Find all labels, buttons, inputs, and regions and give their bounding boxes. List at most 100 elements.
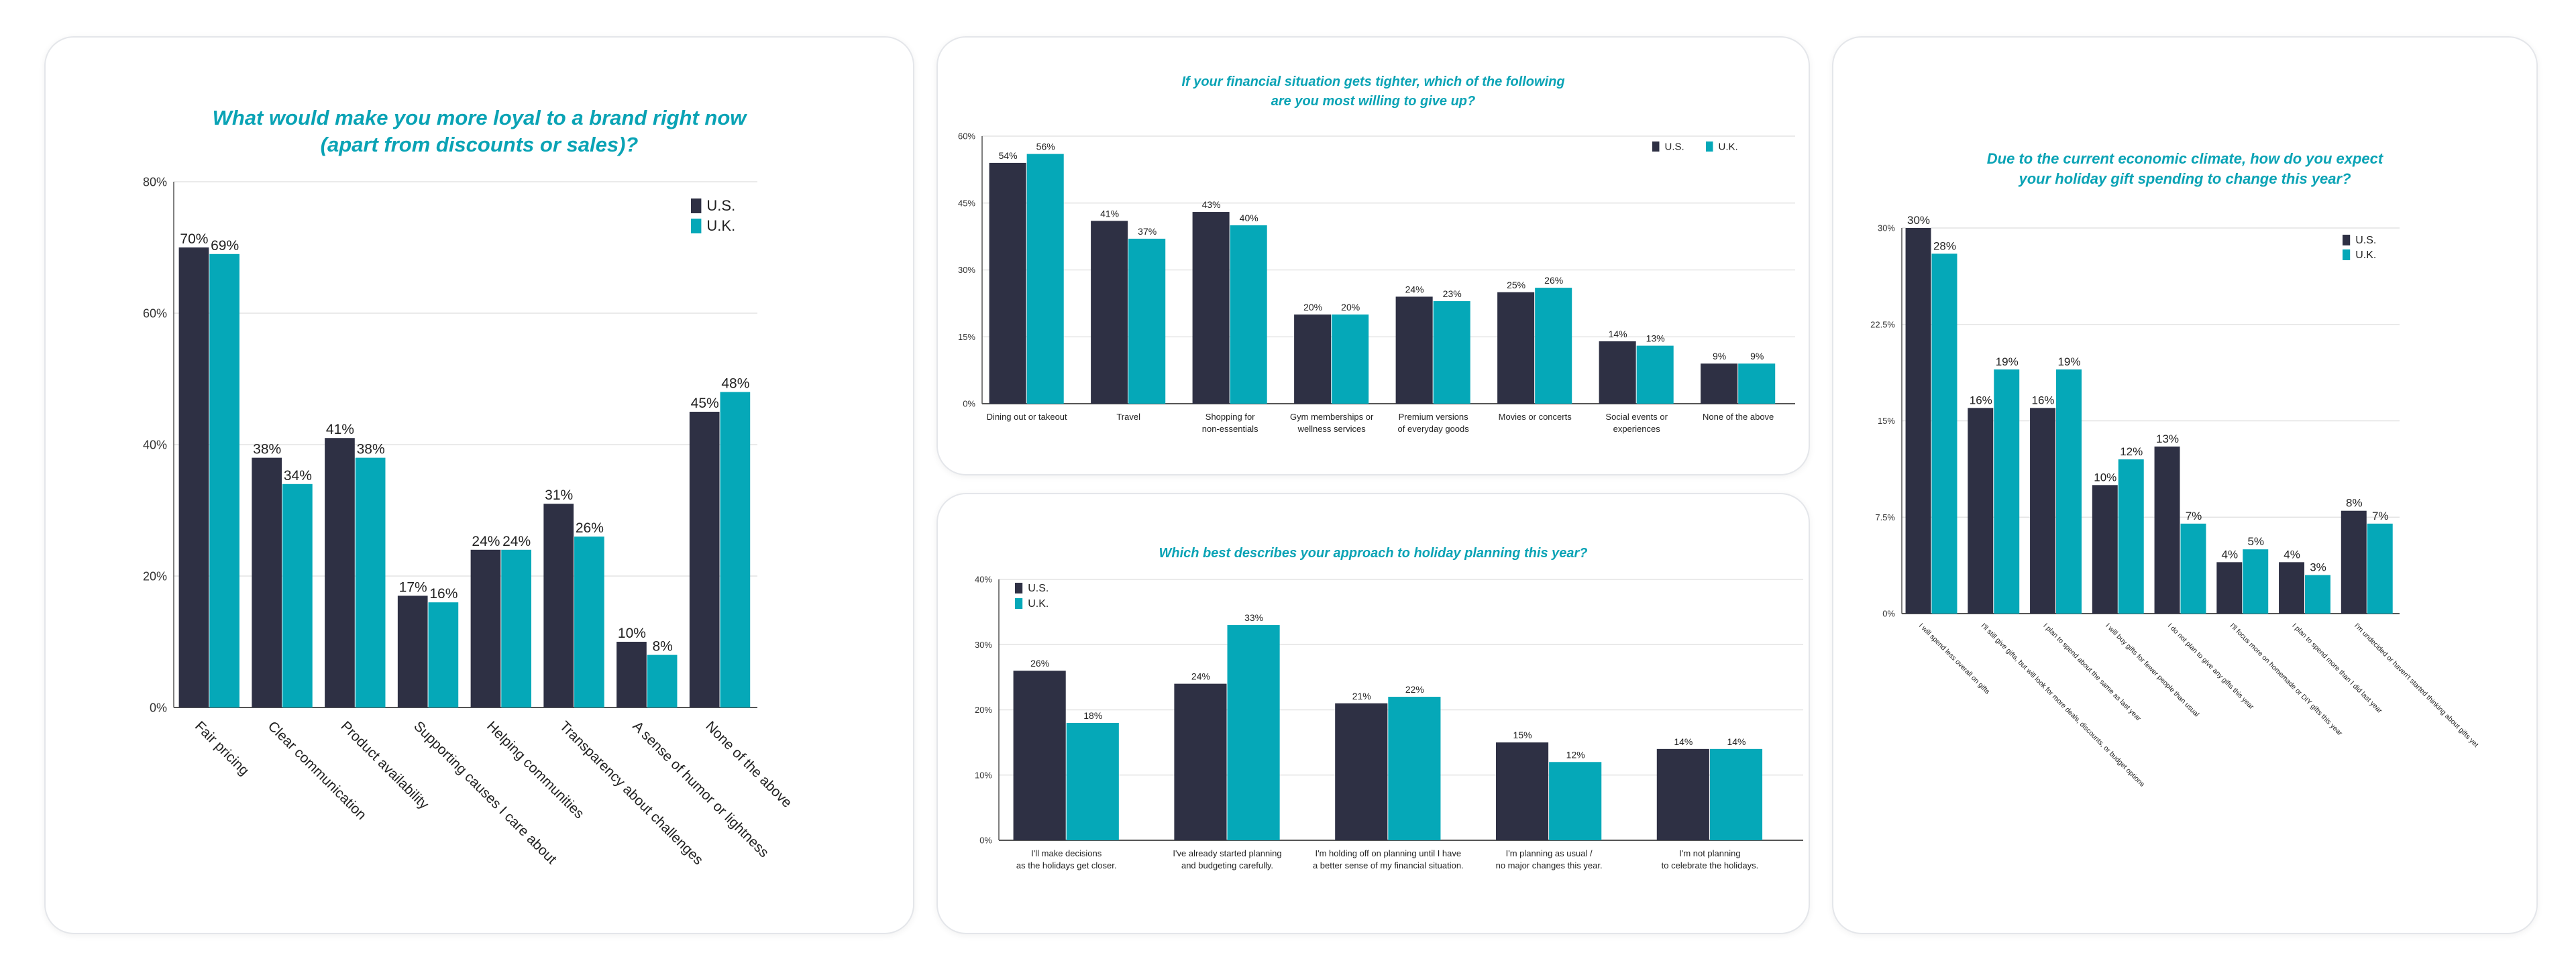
data-label: 7% [2186,510,2202,522]
data-label: 18% [1083,710,1102,721]
data-label: 8% [652,639,672,655]
y-tick-label: 30% [975,640,992,650]
bar-chart-give-up: 0% 15% 30% 45% 60% 54% 56% Dining out or takeou… [958,131,1795,434]
bar-us [2030,408,2056,614]
data-label: 10% [2094,471,2116,484]
x-category-label: I've already started planning [1173,848,1281,858]
bar-uk [574,536,604,707]
bar-us [1335,703,1388,840]
y-tick-label: 20% [975,705,992,715]
legend-label: U.S. [1028,583,1049,594]
x-category-label: Movies or concerts [1499,412,1572,422]
bar-us [616,642,647,707]
bar-us [2092,485,2118,614]
legend-label: U.K. [706,217,735,234]
y-tick-label: 10% [975,770,992,780]
y-tick-label: 45% [958,198,975,208]
bar-uk [1227,625,1280,840]
legend-swatch-uk [2343,249,2351,260]
bar-chart-brand-loyalty: 0%20%40%60%80%70% 69%Fair pricing38%34%Cl… [143,175,795,868]
y-tick-label: 0% [150,701,167,714]
bar-us [2216,562,2243,614]
bar-us [1495,742,1549,840]
bar-uk [428,602,459,707]
data-label: 12% [2120,445,2143,458]
bar-uk [647,655,678,707]
data-label: 70% [180,231,208,247]
bar-chart-holiday-planning: 0% 10% 20% 30% 40% 26% 18% I'll make decisions a… [975,575,1803,870]
data-label: 14% [1609,329,1627,339]
x-category-label: Social events or [1605,412,1668,422]
x-category-label: Premium versions [1399,412,1469,422]
data-label: 37% [1138,226,1157,237]
x-category-label: of everyday goods [1398,424,1470,434]
bar-us [2279,562,2305,614]
bar-uk [720,392,751,707]
legend-label: U.K. [1028,598,1049,610]
legend-label: U.K. [2355,249,2376,261]
bar-us [1656,748,1709,840]
x-category-label: I'm undecided or haven't started thinkin… [2353,622,2480,749]
x-category-label: A sense of humor or lightness [629,718,771,860]
bar-us [1294,315,1332,404]
bar-uk [2056,369,2082,614]
bar-us [1968,408,1994,614]
y-tick-label: 15% [958,332,975,342]
x-category-label: a better sense of my financial situation… [1313,860,1464,870]
bar-uk [355,457,386,707]
bar-uk [1332,315,1369,404]
chart-title: If your financial situation gets tighter… [938,72,1809,111]
chart-title: Which best describes your approach to ho… [938,544,1809,563]
data-label: 20% [1341,302,1360,313]
legend-swatch-us [1652,141,1660,152]
chart-panel-holiday-planning: Which best describes your approach to ho… [936,493,1810,934]
legend-label: U.S. [706,197,735,214]
bar-uk [2180,523,2206,614]
legend-label: U.K. [1719,141,1738,152]
legend-label: U.S. [2355,235,2376,246]
data-label: 16% [429,586,458,602]
bar-us [397,595,428,707]
data-label: 28% [1933,239,1956,252]
bar-us [1192,212,1230,404]
bar-us [689,412,720,707]
x-category-label: Dining out or takeout [987,412,1067,422]
y-tick-label: 30% [1878,223,1895,233]
data-label: 56% [1036,141,1055,152]
bar-uk [2367,523,2393,614]
bar-us [1701,363,1738,404]
bar-us [543,504,574,707]
data-label: 26% [576,520,604,536]
data-label: 8% [2346,497,2363,510]
legend-swatch-uk [691,219,702,233]
bar-uk [282,484,313,707]
x-category-label: I'll make decisions [1031,848,1102,858]
x-category-label: I plan to spend about the same as last y… [2041,622,2143,723]
bar-us [1395,296,1433,404]
y-tick-label: 0% [963,399,975,409]
x-category-label: Travel [1116,412,1140,422]
data-label: 20% [1303,302,1322,313]
x-category-label: to celebrate the holidays. [1662,860,1759,870]
legend-swatch-us [1015,583,1023,593]
x-category-label: and budgeting carefully. [1181,860,1273,870]
bar-us [252,457,282,707]
bar-uk [209,253,239,707]
x-category-label: I'm not planning [1679,848,1740,858]
y-tick-label: 40% [143,438,167,451]
chart-panel-give-up: If your financial situation gets tighter… [936,36,1810,475]
bar-uk [1738,363,1776,404]
x-category-label: Gym memberships or [1290,412,1374,422]
data-label: 41% [326,422,354,437]
data-label: 19% [2057,355,2080,368]
chart-title-line: If your financial situation gets tighter… [1181,74,1565,89]
chart-panel-brand-loyalty: What would make you more loyal to a bran… [44,36,914,934]
data-label: 16% [1970,394,1992,406]
chart-title-line: What would make you more loyal to a bran… [212,106,747,129]
y-tick-label: 0% [979,836,992,846]
x-category-label: Transparency about challenges [557,718,706,868]
data-label: 41% [1100,208,1119,219]
bar-us [1013,671,1066,840]
data-label: 19% [1996,355,2019,368]
bar-uk [1128,238,1166,404]
